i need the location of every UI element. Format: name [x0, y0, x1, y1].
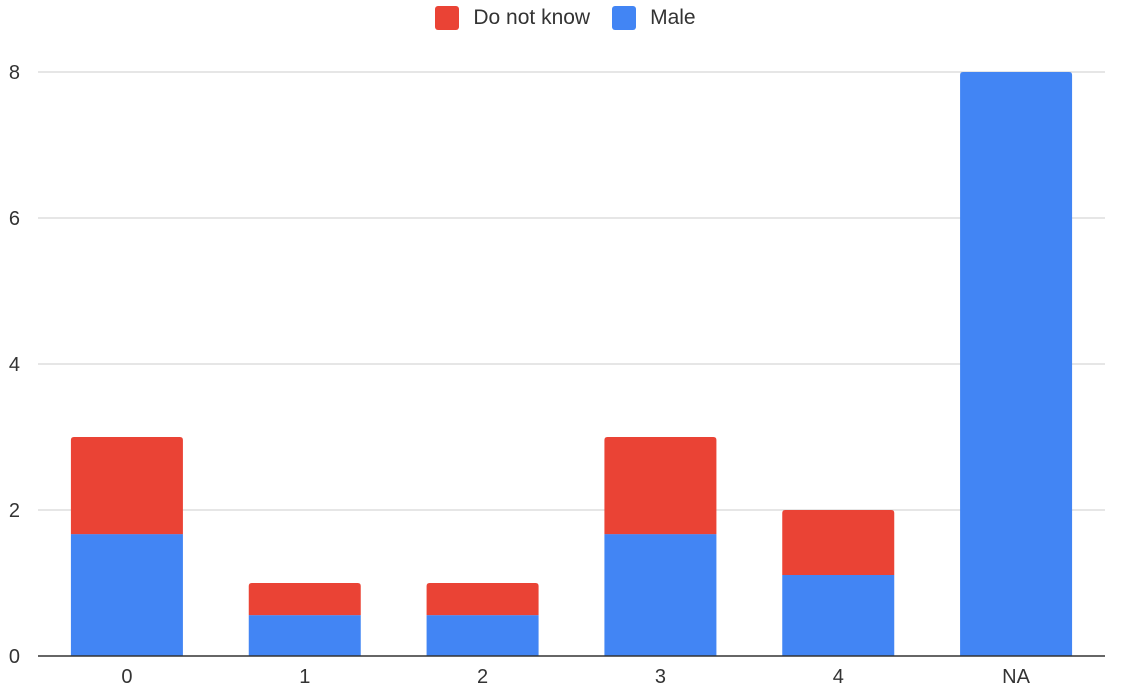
y-tick-label: 8	[9, 62, 20, 84]
legend-item-male[interactable]: Male	[612, 6, 696, 30]
y-tick-label: 2	[9, 500, 20, 522]
legend-swatch-male	[612, 6, 637, 30]
bar-male-NA[interactable]	[960, 72, 1073, 656]
x-tick-label: 1	[299, 666, 310, 688]
x-tick-label: 3	[655, 666, 666, 688]
x-tick-label: NA	[1002, 666, 1030, 688]
y-tick-label: 0	[9, 646, 20, 668]
x-tick-label: 4	[833, 666, 844, 688]
y-tick-label: 6	[9, 208, 20, 230]
y-tick-label: 4	[9, 354, 20, 376]
bar-do-not-know-2[interactable]	[426, 583, 539, 616]
legend: Do not know Male	[0, 6, 1131, 30]
x-tick-label: 0	[121, 666, 132, 688]
bars	[70, 72, 1073, 656]
bar-do-not-know-0[interactable]	[70, 437, 183, 535]
legend-label-do-not-know: Do not know	[473, 6, 591, 29]
bar-male-3[interactable]	[604, 534, 717, 656]
gridlines	[38, 71, 1105, 511]
bar-male-2[interactable]	[426, 615, 539, 656]
bar-male-1[interactable]	[248, 615, 361, 656]
tick-labels: 0 2 4 6 8 0 1 2 3 4 NA	[9, 62, 1031, 688]
x-tick-label: 2	[477, 666, 488, 688]
bar-do-not-know-1[interactable]	[248, 583, 361, 616]
legend-label-male: Male	[650, 6, 696, 29]
legend-item-do-not-know[interactable]: Do not know	[435, 6, 590, 30]
bar-do-not-know-3[interactable]	[604, 437, 717, 535]
bar-do-not-know-4[interactable]	[782, 510, 895, 575]
bar-male-4[interactable]	[782, 574, 895, 656]
bar-male-0[interactable]	[70, 534, 183, 656]
legend-swatch-do-not-know	[435, 6, 460, 30]
